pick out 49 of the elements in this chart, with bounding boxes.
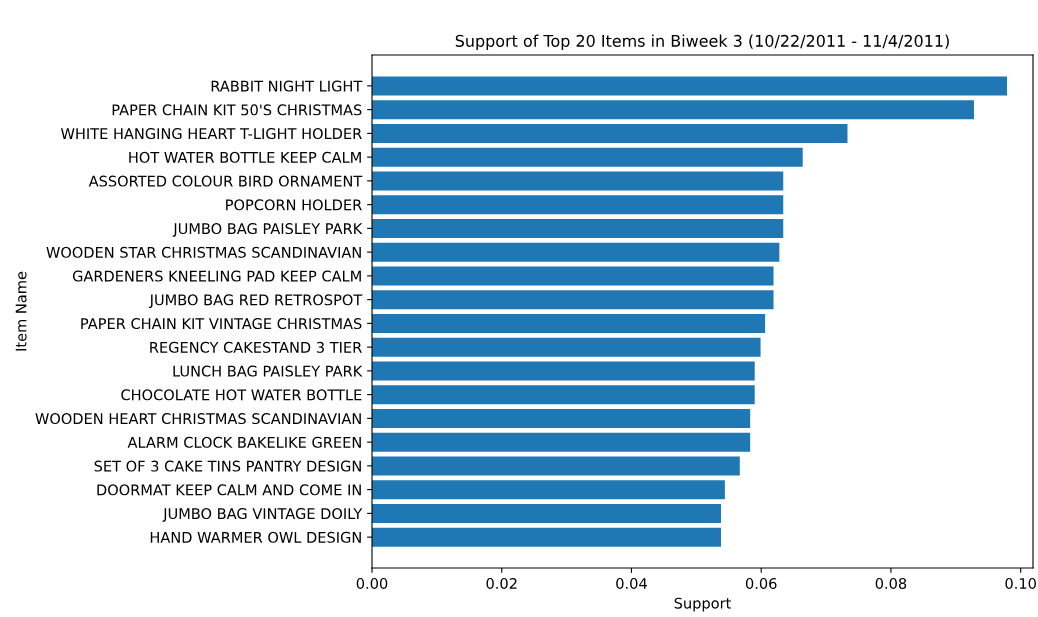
- y-tick-label: JUMBO BAG PAISLEY PARK: [172, 223, 363, 237]
- bar: [372, 290, 774, 310]
- y-tick-label: DOORMAT KEEP CALM AND COME IN: [97, 484, 361, 496]
- y-axis-title: Item Name: [15, 271, 27, 351]
- bar: [372, 266, 774, 286]
- y-tick-label: JUMBO BAG RED RETROSPOT: [148, 294, 363, 309]
- bar: [372, 361, 755, 381]
- bar: [372, 503, 721, 523]
- y-tick-label: RABBIT NIGHT LIGHT: [211, 80, 363, 92]
- y-tick-label: WOODEN HEART CHRISTMAS SCANDINAVIAN: [35, 413, 361, 425]
- bar: [372, 218, 784, 238]
- x-tick-label: 0.10: [1005, 577, 1036, 590]
- bar: [372, 171, 784, 191]
- x-tick-label: 0.08: [875, 577, 907, 590]
- y-tick-label: PAPER CHAIN KIT VINTAGE CHRISTMAS: [81, 318, 362, 330]
- bar: [372, 480, 725, 500]
- y-tick-label: SET OF 3 CAKE TINS PANTRY DESIGN: [94, 460, 361, 472]
- y-tick-label: REGENCY CAKESTAND 3 TIER: [150, 341, 362, 353]
- y-tick-label: WHITE HANGING HEART T-LIGHT HOLDER: [61, 128, 362, 140]
- bar: [372, 432, 751, 452]
- x-tick-label: 0.02: [486, 577, 517, 590]
- y-tick-label: ALARM CLOCK BAKELIKE GREEN: [127, 436, 361, 448]
- y-tick-label: LUNCH BAG PAISLEY PARK: [173, 365, 363, 377]
- y-tick-label: JUMBO BAG VINTAGE DOILY: [162, 508, 363, 522]
- bar: [372, 195, 784, 215]
- x-tick-label: 0.00: [356, 577, 388, 590]
- bar: [372, 242, 780, 262]
- y-tick-label: ASSORTED COLOUR BIRD ORNAMENT: [88, 175, 363, 187]
- y-tick-label: HOT WATER BOTTLE KEEP CALM: [129, 151, 361, 163]
- bar: [372, 527, 721, 547]
- chart-title: Support of Top 20 Items in Biweek 3 (10/22/2011 - 11/4/2011): [455, 34, 949, 50]
- bar: [372, 337, 761, 357]
- bar: [372, 456, 740, 476]
- bar: [372, 147, 803, 167]
- y-tick-label: PAPER CHAIN KIT 50'S CHRISTMAS: [112, 104, 362, 116]
- y-tick-label: HAND WARMER OWL DESIGN: [150, 531, 361, 543]
- bar: [372, 100, 974, 120]
- bar: [372, 313, 766, 333]
- bar: [372, 123, 848, 143]
- bar: [372, 76, 1008, 96]
- bar: [372, 385, 755, 405]
- x-tick-label: 0.04: [616, 577, 647, 590]
- x-tick-label: 0.06: [745, 577, 777, 590]
- y-tick-label: POPCORN HOLDER: [226, 199, 362, 211]
- x-axis-title: Support: [674, 597, 731, 612]
- y-tick-label: GARDENERS KNEELING PAD KEEP CALM: [72, 270, 361, 282]
- y-tick-label: CHOCOLATE HOT WATER BOTTLE: [121, 389, 362, 401]
- y-tick-label: WOODEN STAR CHRISTMAS SCANDINAVIAN: [46, 246, 361, 258]
- bar: [372, 408, 751, 428]
